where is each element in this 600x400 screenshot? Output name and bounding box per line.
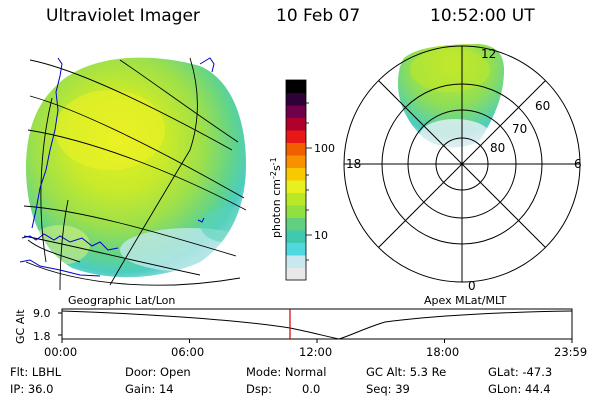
colorbar-segment (286, 167, 306, 181)
colorbar-segment (286, 80, 306, 93)
colorbar-segment (286, 242, 306, 256)
ip-readout: IP: 36.0 (10, 382, 54, 396)
colorbar-unit-label: photon cm-2s-1 (269, 157, 283, 238)
door-readout: Door: Open (125, 365, 191, 379)
colorbar-segment (286, 205, 306, 218)
colorbar-segment (286, 117, 306, 131)
seq-readout: Seq: 39 (366, 382, 410, 396)
colorbar-segment (286, 105, 306, 118)
alt-xtick-2359: 23:59 (554, 345, 588, 359)
alt-ylabel: GC Alt (14, 309, 27, 344)
colorbar-segment (286, 217, 306, 231)
glon-readout: GLon: 44.4 (488, 382, 551, 396)
colorbar-tick-100: 100 (314, 142, 335, 155)
mlt-label-0: 0 (468, 279, 476, 293)
alt-ytick-1-8: 1.8 (33, 330, 51, 343)
colorbar-segment (286, 130, 306, 143)
alt-xtick-1800: 18:00 (426, 345, 460, 359)
svg-text:photon cm-2s-1: photon cm-2s-1 (269, 157, 283, 238)
colorbar-tick-10: 10 (314, 229, 328, 242)
glat-readout: GLat: -47.3 (488, 365, 553, 379)
time-label: 10:52:00 UT (430, 6, 535, 26)
mlt-label-12: 12 (481, 47, 496, 61)
colorbar-segment (286, 142, 306, 156)
colorbar-segment (286, 92, 306, 106)
alt-xtick-1200: 12:00 (299, 345, 333, 359)
mlat-label-60: 60 (535, 99, 550, 113)
colorbar-segment (286, 230, 306, 243)
dsp-value: 0.0 (302, 382, 321, 396)
alt-xtick-0000: 00:00 (44, 345, 78, 359)
colorbar-segment (286, 267, 306, 281)
colorbar-segment (286, 180, 306, 193)
colorbar-segment (286, 155, 306, 168)
colorbar-segment (286, 255, 306, 268)
mlt-label-18: 18 (346, 157, 361, 171)
mlat-label-80: 80 (490, 141, 505, 155)
alt-ytick-9: 9.0 (33, 307, 51, 320)
dsp-label: Dsp: (246, 382, 273, 396)
geographic-panel-label: Geographic Lat/Lon (68, 294, 176, 307)
colorbar-segment (286, 192, 306, 206)
gain-readout: Gain: 14 (125, 382, 174, 396)
mlt-label-6: 6 (574, 157, 582, 171)
alt-xtick-0600: 06:00 (171, 345, 205, 359)
mlat-label-70: 70 (512, 122, 527, 136)
date-label: 10 Feb 07 (276, 6, 361, 26)
apex-panel-label: Apex MLat/MLT (424, 294, 507, 307)
filter-readout: Flt: LBHL (10, 365, 62, 379)
instrument-title: Ultraviolet Imager (46, 6, 200, 26)
gc-alt-readout: GC Alt: 5.3 Re (366, 365, 447, 379)
mode-readout: Mode: Normal (246, 365, 327, 379)
